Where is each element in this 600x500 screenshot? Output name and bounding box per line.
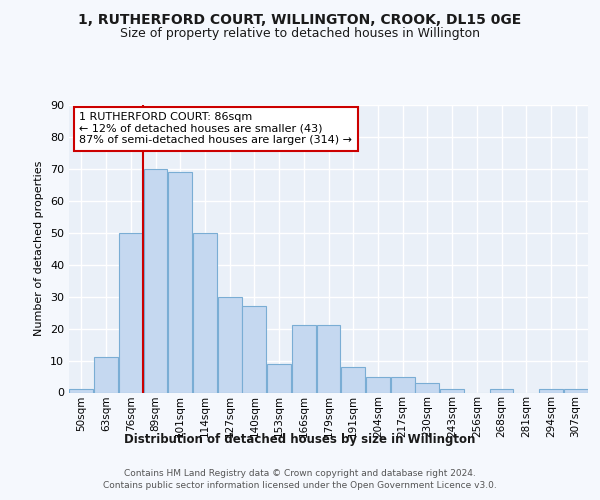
Bar bbox=[490, 390, 514, 392]
Y-axis label: Number of detached properties: Number of detached properties bbox=[34, 161, 44, 336]
Text: Contains public sector information licensed under the Open Government Licence v3: Contains public sector information licen… bbox=[103, 481, 497, 490]
Bar bbox=[366, 376, 390, 392]
Text: Distribution of detached houses by size in Willington: Distribution of detached houses by size … bbox=[124, 432, 476, 446]
Text: 1 RUTHERFORD COURT: 86sqm
← 12% of detached houses are smaller (43)
87% of semi-: 1 RUTHERFORD COURT: 86sqm ← 12% of detac… bbox=[79, 112, 352, 146]
Bar bbox=[94, 358, 118, 392]
Bar bbox=[70, 390, 94, 392]
Bar bbox=[341, 367, 365, 392]
Bar bbox=[317, 326, 340, 392]
Bar bbox=[143, 169, 167, 392]
Bar bbox=[539, 390, 563, 392]
Bar bbox=[415, 383, 439, 392]
Bar bbox=[119, 233, 143, 392]
Bar bbox=[391, 376, 415, 392]
Text: Contains HM Land Registry data © Crown copyright and database right 2024.: Contains HM Land Registry data © Crown c… bbox=[124, 469, 476, 478]
Bar bbox=[242, 306, 266, 392]
Bar bbox=[218, 296, 242, 392]
Bar bbox=[563, 390, 587, 392]
Bar bbox=[168, 172, 192, 392]
Text: 1, RUTHERFORD COURT, WILLINGTON, CROOK, DL15 0GE: 1, RUTHERFORD COURT, WILLINGTON, CROOK, … bbox=[79, 12, 521, 26]
Bar bbox=[292, 326, 316, 392]
Bar bbox=[440, 390, 464, 392]
Bar bbox=[267, 364, 291, 392]
Bar bbox=[193, 233, 217, 392]
Text: Size of property relative to detached houses in Willington: Size of property relative to detached ho… bbox=[120, 28, 480, 40]
